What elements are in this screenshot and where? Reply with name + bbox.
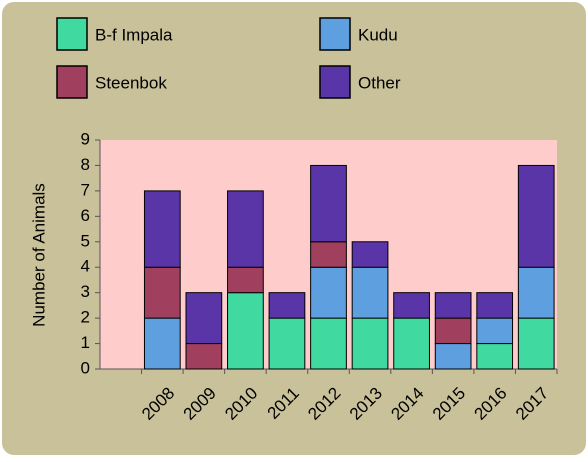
- bar-segment: [268, 292, 306, 319]
- legend-swatch: [319, 65, 351, 99]
- bar-segment: [393, 292, 430, 319]
- bar-segment: [143, 190, 181, 268]
- bar-segment: [310, 164, 347, 243]
- bar-segment: [227, 190, 264, 268]
- bar-segment: [227, 292, 264, 370]
- y-axis-label: Number of Animals: [29, 183, 48, 327]
- legend-label: Other: [358, 73, 401, 92]
- bar-segment: [143, 266, 181, 319]
- legend-swatch: [56, 17, 88, 51]
- bar-segment: [517, 317, 555, 370]
- y-tick-label: 4: [81, 257, 90, 276]
- y-tick-label: 1: [81, 333, 90, 352]
- legend-swatch: [56, 65, 88, 99]
- y-tick-label: 9: [81, 129, 90, 148]
- y-tick-label: 0: [81, 358, 90, 377]
- bar-segment: [393, 317, 430, 370]
- bar-segment: [143, 317, 181, 370]
- legend-label: Steenbok: [95, 73, 167, 92]
- y-tick-label: 7: [81, 180, 90, 199]
- bar-segment: [185, 292, 223, 345]
- y-tick-label: 6: [81, 206, 90, 225]
- bar-segment: [434, 343, 472, 370]
- bar-segment: [310, 317, 347, 370]
- bar-segment: [185, 343, 223, 370]
- legend-label: Kudu: [358, 25, 398, 44]
- bar-segment: [434, 292, 472, 319]
- bar-segment: [227, 266, 264, 294]
- bar-segment: [517, 164, 555, 268]
- bar-segment: [476, 343, 514, 370]
- bar-segment: [310, 241, 347, 268]
- bar-segment: [517, 266, 555, 319]
- bar-segment: [351, 266, 389, 319]
- bar-segment: [310, 266, 347, 319]
- y-tick-label: 5: [81, 231, 90, 250]
- y-tick-label: 3: [81, 282, 90, 301]
- bar-segment: [351, 241, 389, 268]
- legend-swatch: [319, 17, 351, 51]
- bar-segment: [268, 317, 306, 370]
- legend-label: B-f Impala: [95, 25, 173, 44]
- bar-segment: [351, 317, 389, 370]
- y-tick-label: 8: [81, 155, 90, 174]
- bar-segment: [476, 317, 514, 345]
- y-tick-label: 2: [81, 308, 90, 327]
- bar-segment: [476, 292, 514, 319]
- bar-segment: [434, 317, 472, 345]
